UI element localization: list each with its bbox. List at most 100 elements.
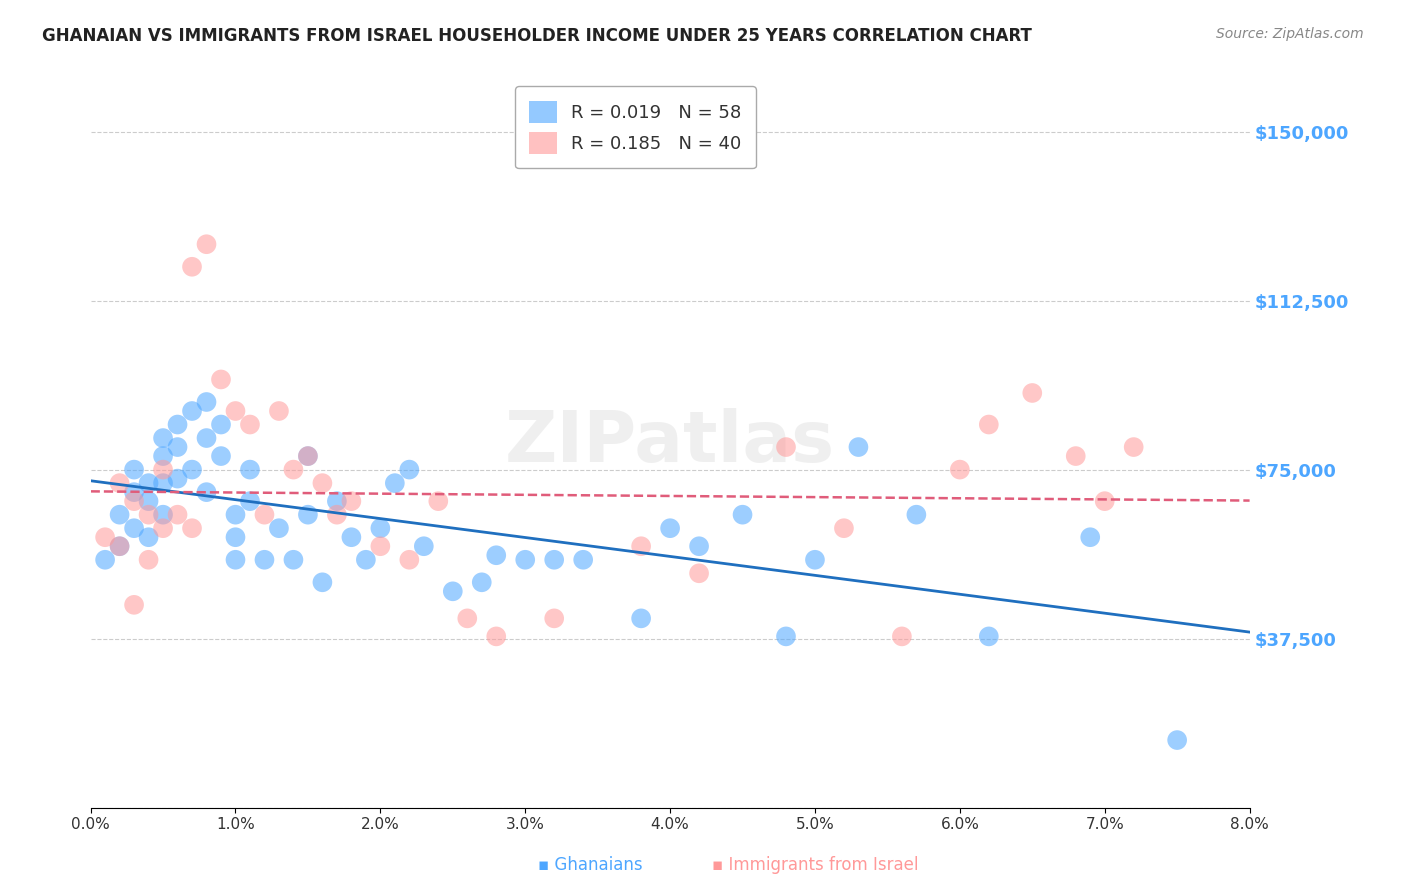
Point: [195, 237, 218, 252]
Point: [239, 417, 262, 432]
Point: [224, 508, 246, 522]
Point: [370, 539, 392, 553]
Text: ZIPatlas: ZIPatlas: [505, 408, 835, 477]
Point: [977, 629, 1000, 643]
Point: [283, 553, 305, 567]
Point: [267, 404, 290, 418]
Point: [253, 508, 276, 522]
Point: [630, 611, 652, 625]
Point: [775, 629, 797, 643]
Point: [122, 462, 145, 476]
Point: [209, 449, 232, 463]
Point: [1094, 494, 1116, 508]
Point: [181, 260, 204, 274]
Point: [398, 553, 420, 567]
Point: [441, 584, 464, 599]
Point: [297, 508, 319, 522]
Text: ▪ Ghanaians: ▪ Ghanaians: [538, 856, 643, 874]
Point: [1064, 449, 1087, 463]
Point: [949, 462, 972, 476]
Point: [122, 521, 145, 535]
Point: [166, 440, 188, 454]
Point: [311, 476, 333, 491]
Point: [283, 462, 305, 476]
Point: [731, 508, 754, 522]
Point: [94, 530, 117, 544]
Point: [267, 521, 290, 535]
Point: [166, 417, 188, 432]
Point: [384, 476, 406, 491]
Point: [311, 575, 333, 590]
Point: [905, 508, 928, 522]
Point: [340, 494, 363, 508]
Point: [224, 553, 246, 567]
Point: [224, 404, 246, 418]
Point: [224, 530, 246, 544]
Text: GHANAIAN VS IMMIGRANTS FROM ISRAEL HOUSEHOLDER INCOME UNDER 25 YEARS CORRELATION: GHANAIAN VS IMMIGRANTS FROM ISRAEL HOUSE…: [42, 27, 1032, 45]
Point: [181, 404, 204, 418]
Point: [239, 494, 262, 508]
Point: [108, 508, 131, 522]
Point: [181, 521, 204, 535]
Point: [412, 539, 434, 553]
Point: [543, 611, 565, 625]
Point: [122, 494, 145, 508]
Point: [326, 494, 349, 508]
Point: [775, 440, 797, 454]
Legend: R = 0.019   N = 58, R = 0.185   N = 40: R = 0.019 N = 58, R = 0.185 N = 40: [515, 87, 755, 169]
Point: [152, 449, 174, 463]
Point: [804, 553, 827, 567]
Point: [688, 566, 710, 581]
Point: [456, 611, 478, 625]
Point: [354, 553, 377, 567]
Point: [152, 508, 174, 522]
Point: [122, 598, 145, 612]
Point: [138, 530, 160, 544]
Point: [485, 548, 508, 562]
Point: [138, 494, 160, 508]
Point: [108, 476, 131, 491]
Point: [152, 431, 174, 445]
Point: [195, 485, 218, 500]
Point: [195, 431, 218, 445]
Point: [832, 521, 855, 535]
Point: [848, 440, 870, 454]
Point: [181, 462, 204, 476]
Point: [209, 417, 232, 432]
Point: [630, 539, 652, 553]
Point: [152, 462, 174, 476]
Point: [659, 521, 682, 535]
Point: [297, 449, 319, 463]
Point: [122, 485, 145, 500]
Point: [326, 508, 349, 522]
Point: [688, 539, 710, 553]
Point: [239, 462, 262, 476]
Point: [253, 553, 276, 567]
Point: [427, 494, 450, 508]
Point: [1166, 733, 1188, 747]
Point: [515, 553, 537, 567]
Point: [166, 472, 188, 486]
Text: Source: ZipAtlas.com: Source: ZipAtlas.com: [1216, 27, 1364, 41]
Point: [138, 508, 160, 522]
Point: [543, 553, 565, 567]
Point: [94, 553, 117, 567]
Point: [195, 395, 218, 409]
Text: ▪ Immigrants from Israel: ▪ Immigrants from Israel: [713, 856, 918, 874]
Point: [166, 508, 188, 522]
Point: [1078, 530, 1101, 544]
Point: [1122, 440, 1144, 454]
Point: [108, 539, 131, 553]
Point: [152, 521, 174, 535]
Point: [471, 575, 494, 590]
Point: [152, 476, 174, 491]
Point: [370, 521, 392, 535]
Point: [108, 539, 131, 553]
Point: [1021, 386, 1043, 401]
Point: [138, 553, 160, 567]
Point: [572, 553, 595, 567]
Point: [398, 462, 420, 476]
Point: [485, 629, 508, 643]
Point: [890, 629, 912, 643]
Point: [209, 372, 232, 386]
